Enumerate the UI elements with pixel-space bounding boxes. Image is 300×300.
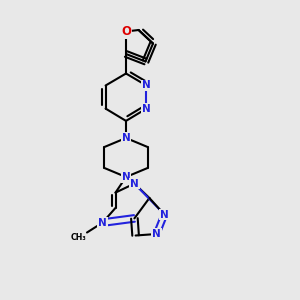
Text: N: N	[152, 229, 161, 239]
Text: N: N	[122, 172, 130, 182]
Text: N: N	[130, 178, 139, 189]
Text: N: N	[122, 133, 130, 143]
Text: O: O	[121, 25, 131, 38]
Text: N: N	[98, 218, 107, 228]
Text: N: N	[142, 103, 151, 114]
Text: N: N	[160, 209, 169, 220]
Text: N: N	[142, 80, 151, 91]
Text: CH₃: CH₃	[71, 232, 86, 242]
